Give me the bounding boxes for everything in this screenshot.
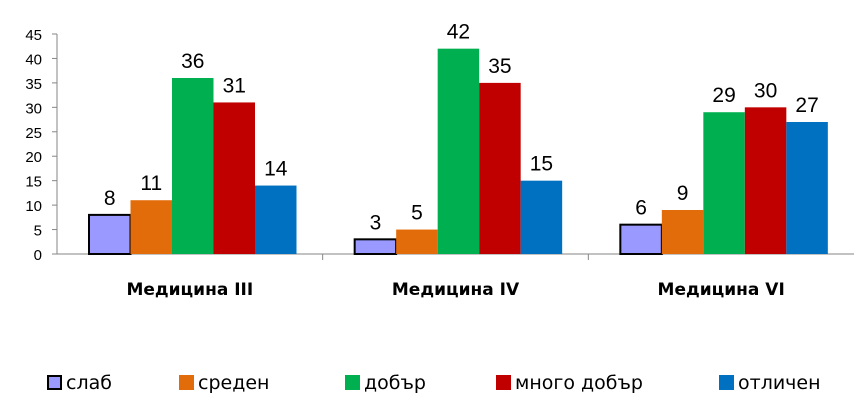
bar xyxy=(353,238,398,255)
y-tick-label: 30 xyxy=(25,100,42,117)
bars xyxy=(88,48,828,256)
data-label: 11 xyxy=(140,172,162,195)
bar xyxy=(479,82,521,254)
bar xyxy=(396,229,438,254)
legend-label: слаб xyxy=(66,372,112,394)
legend-swatch xyxy=(179,375,194,390)
category-label: Медицина III xyxy=(126,280,253,300)
bar xyxy=(437,48,480,254)
legend-label: много добър xyxy=(515,372,643,394)
legend-swatch xyxy=(719,375,734,390)
y-tick-label: 20 xyxy=(25,149,42,166)
bar xyxy=(703,112,745,254)
legend-label: среден xyxy=(198,372,269,394)
y-tick-label: 5 xyxy=(34,223,42,240)
bar xyxy=(88,213,132,255)
data-label: 29 xyxy=(712,84,735,107)
data-label: 6 xyxy=(635,197,647,220)
data-label: 31 xyxy=(223,74,246,97)
bar xyxy=(619,223,663,256)
y-tick-label: 45 xyxy=(25,27,42,44)
y-tick-label: 0 xyxy=(34,247,42,264)
y-tick-label: 25 xyxy=(25,125,42,142)
legend-swatch xyxy=(496,375,511,390)
legend-swatch xyxy=(47,375,62,390)
bar xyxy=(661,210,704,254)
legend-label: добър xyxy=(364,372,426,394)
data-label: 5 xyxy=(411,202,423,225)
data-label: 8 xyxy=(104,187,116,210)
bar xyxy=(130,200,172,254)
bar xyxy=(172,78,214,254)
category-labels: Медицина III Медицина IV Медицина VI xyxy=(126,280,784,300)
data-label: 14 xyxy=(264,158,288,181)
bar xyxy=(255,185,297,254)
data-label: 3 xyxy=(370,211,382,234)
legend-swatch xyxy=(345,375,360,390)
legend: слаб среден добър много добър отличен xyxy=(47,372,821,394)
bar xyxy=(520,180,563,254)
data-label: 30 xyxy=(754,79,777,102)
y-tick-label: 15 xyxy=(25,174,42,191)
data-label: 9 xyxy=(677,182,689,205)
data-label: 15 xyxy=(530,153,553,176)
y-tick-label: 40 xyxy=(25,51,42,68)
y-tick-label: 10 xyxy=(25,198,42,215)
y-tick-label: 35 xyxy=(25,76,42,93)
data-label: 36 xyxy=(181,50,204,73)
bar xyxy=(744,107,787,254)
bar xyxy=(786,122,828,254)
category-label: Медицина VI xyxy=(658,280,785,300)
data-label: 42 xyxy=(447,21,470,44)
data-label: 27 xyxy=(795,94,818,117)
category-label: Медицина IV xyxy=(392,280,520,300)
data-label: 35 xyxy=(488,55,511,78)
bar xyxy=(213,102,255,254)
legend-label: отличен xyxy=(738,372,821,394)
